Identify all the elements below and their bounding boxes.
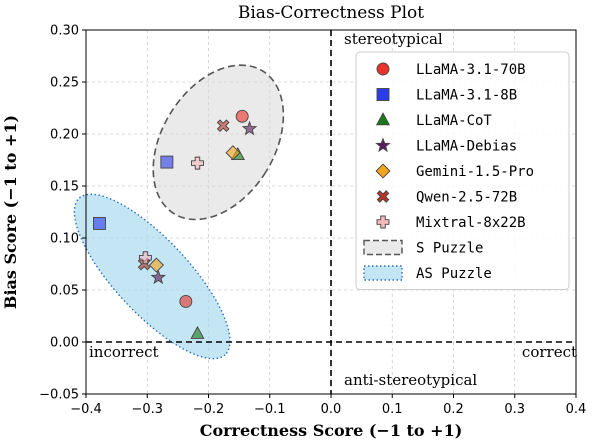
- y-tick-label: 0.30: [50, 24, 79, 39]
- legend-box: [355, 51, 570, 290]
- annotation-incorrect: incorrect: [89, 343, 159, 361]
- reference-lines: [86, 30, 576, 394]
- x-tick-label: 0.3: [504, 402, 525, 417]
- y-tick-label: 0.15: [50, 180, 79, 195]
- region-ellipses: [73, 64, 285, 360]
- legend-label-llama-debias: LLaMA-Debias: [416, 139, 517, 155]
- point-gemini-1-5-pro-s: [225, 145, 241, 161]
- legend-patch-s-puzzle: [363, 239, 403, 256]
- point-llama-debias-s: [241, 120, 258, 136]
- x-tick-label: 0.4: [566, 402, 587, 417]
- x-tick-label: 0.0: [321, 402, 342, 417]
- legend-marker-llama-3-1-70b: [376, 62, 390, 76]
- y-tick-label: 0.20: [50, 128, 79, 143]
- legend-marker-gemini-1-5-pro: [375, 163, 391, 179]
- point-llama-debias-as: [150, 269, 167, 285]
- x-tick-label: −0.1: [254, 402, 286, 417]
- y-axis-ticks: −0.05 0.00 0.05 0.10 0.15 0.20 0.25 0.30: [39, 24, 86, 403]
- legend-label-gemini-1-5-pro: Gemini-1.5-Pro: [416, 164, 534, 180]
- point-llama-3-1-8b-as: [93, 216, 106, 230]
- as-puzzle-region: [73, 193, 231, 360]
- point-gemini-1-5-pro-as: [148, 257, 164, 273]
- legend-label-llama-3-1-70b: LLaMA-3.1-70B: [416, 62, 526, 78]
- y-tick-label: 0.10: [50, 232, 79, 247]
- legend-label-as-puzzle: AS Puzzle: [416, 266, 492, 282]
- y-tick-label: −0.05: [39, 388, 79, 403]
- y-axis-label: Bias Score (−1 to +1): [1, 115, 20, 309]
- x-tick-label: −0.3: [131, 402, 163, 417]
- legend-marker-llama-cot: [375, 112, 391, 126]
- point-qwen-2-5-72b-s: [216, 119, 230, 133]
- annotation-anti-stereotypical: anti-stereotypical: [344, 371, 477, 389]
- legend-label-llama-3-1-8b: LLaMA-3.1-8B: [416, 88, 517, 104]
- x-tick-label: 0.1: [382, 402, 403, 417]
- annotation-correct: correct: [522, 343, 577, 361]
- x-tick-label: 0.2: [443, 402, 464, 417]
- data-points: [93, 109, 258, 339]
- legend-label-llama-cot: LLaMA-CoT: [416, 113, 492, 129]
- legend-marker-llama-debias: [375, 137, 391, 153]
- point-llama-cot-as: [190, 325, 205, 339]
- legend-marker-llama-3-1-8b: [376, 88, 390, 101]
- x-tick-label: −0.4: [70, 402, 102, 417]
- point-mixtral-8x22b-as: [138, 251, 152, 265]
- point-llama-3-1-70b-as: [179, 294, 193, 308]
- x-axis-ticks: −0.4 −0.3 −0.2 −0.1 0.0 0.1 0.2 0.3 0.4: [70, 394, 586, 417]
- point-mixtral-8x22b-s: [191, 156, 204, 170]
- annotation-stereotypical: stereotypical: [344, 30, 443, 48]
- x-axis-label: Correctness Score (−1 to +1): [200, 421, 463, 440]
- s-puzzle-region: [152, 64, 285, 221]
- legend-label-mixtral-8x22b: Mixtral-8x22B: [416, 215, 526, 231]
- y-tick-label: 0.05: [50, 284, 79, 299]
- x-tick-label: −0.2: [193, 402, 225, 417]
- legend-marker-mixtral-8x22b: [376, 215, 390, 229]
- legend-label-qwen-2-5-72b: Qwen-2.5-72B: [416, 190, 517, 206]
- legend: LLaMA-3.1-70B LLaMA-3.1-8B LLaMA-CoT LLaMA-…: [355, 51, 570, 290]
- legend-label-s-puzzle: S Puzzle: [416, 241, 483, 257]
- y-tick-label: 0.25: [50, 76, 79, 91]
- y-tick-label: 0.00: [50, 336, 79, 351]
- point-llama-3-1-70b-s: [235, 109, 249, 123]
- legend-marker-qwen-2-5-72b: [376, 190, 390, 203]
- legend-patch-as-puzzle: [363, 265, 403, 281]
- point-llama-3-1-8b-s: [160, 155, 174, 169]
- chart-title: Bias-Correctness Plot: [238, 3, 424, 23]
